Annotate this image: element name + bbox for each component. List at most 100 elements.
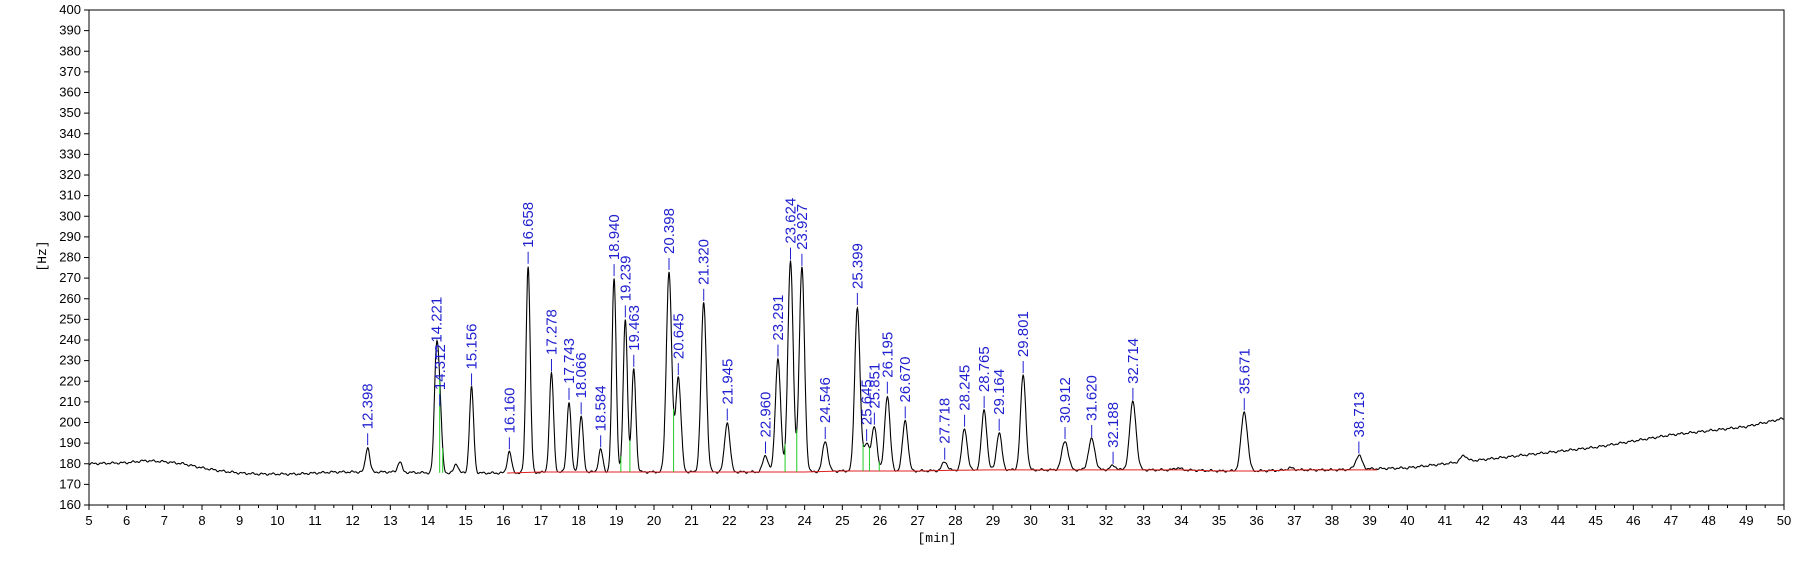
- x-tick-label: 18: [571, 513, 585, 528]
- y-tick-label: 350: [59, 105, 81, 120]
- peak-label: 25.851: [866, 363, 883, 409]
- y-tick-label: 210: [59, 394, 81, 409]
- peak-label: 23.624: [783, 198, 800, 244]
- peak-label: 32.714: [1125, 338, 1142, 384]
- y-tick-label: 400: [59, 2, 81, 17]
- y-tick-label: 190: [59, 435, 81, 450]
- x-tick-label: 24: [797, 513, 811, 528]
- x-tick-label: 32: [1099, 513, 1113, 528]
- peak-label: 18.940: [606, 214, 623, 260]
- x-tick-label: 29: [986, 513, 1000, 528]
- x-tick-label: 49: [1739, 513, 1753, 528]
- peak-label: 12.398: [360, 383, 377, 429]
- peak-label: 31.620: [1084, 375, 1101, 421]
- y-tick-group: 160 170 180 190 200 210 220 230 240 250 260 270 280 2…: [59, 2, 89, 512]
- peak-label: 16.658: [520, 202, 537, 248]
- peak-label: 28.765: [976, 346, 993, 392]
- x-tick-label: 27: [910, 513, 924, 528]
- y-tick-label: 300: [59, 208, 81, 223]
- x-tick-label: 25: [835, 513, 849, 528]
- x-tick-label: 9: [236, 513, 243, 528]
- y-tick-label: 170: [59, 476, 81, 491]
- peak-label: 25.399: [849, 243, 866, 289]
- y-tick-label: 390: [59, 23, 81, 38]
- x-tick-label: 23: [760, 513, 774, 528]
- x-tick-label: 37: [1287, 513, 1301, 528]
- x-tick-label: 41: [1438, 513, 1452, 528]
- y-tick-label: 260: [59, 291, 81, 306]
- peak-label: 26.195: [879, 332, 896, 378]
- y-axis: [Hz]: [35, 240, 50, 271]
- y-tick-label: 360: [59, 85, 81, 100]
- y-tick-label: 280: [59, 250, 81, 265]
- y-tick-label: 230: [59, 353, 81, 368]
- x-tick-label: 48: [1701, 513, 1715, 528]
- x-tick-label: 45: [1588, 513, 1602, 528]
- x-tick-group: 5 6 7 8 9 10 11 12 13 14 15 16 17 18 19 20 21 22 23 24 25 26 2…: [85, 505, 1791, 528]
- y-tick-label: 370: [59, 64, 81, 79]
- peak-label: 19.239: [617, 255, 634, 301]
- peak-label: 15.156: [464, 324, 481, 370]
- x-tick-label: 40: [1400, 513, 1414, 528]
- x-tick-label: 43: [1513, 513, 1527, 528]
- peak-label: 30.912: [1057, 377, 1074, 423]
- plot-frame: [88, 9, 1785, 506]
- peak-label: 38.713: [1351, 392, 1368, 438]
- y-tick-label: 330: [59, 146, 81, 161]
- x-tick-label: 21: [684, 513, 698, 528]
- peak-label: 25.645: [859, 379, 876, 425]
- y-tick-label: 380: [59, 43, 81, 58]
- x-tick-label: 11: [308, 513, 322, 528]
- x-tick-label: 35: [1212, 513, 1226, 528]
- x-tick-label: 22: [722, 513, 736, 528]
- x-tick-label: 20: [647, 513, 661, 528]
- x-tick-label: 33: [1136, 513, 1150, 528]
- x-tick-label: 39: [1362, 513, 1376, 528]
- y-tick-label: 220: [59, 373, 81, 388]
- x-tick-label: 12: [345, 513, 359, 528]
- peak-label: 17.278: [543, 309, 560, 355]
- y-tick-label: 250: [59, 311, 81, 326]
- y-tick-label: 200: [59, 415, 81, 430]
- peak-label: 21.945: [719, 359, 736, 405]
- peak-label: 18.584: [593, 385, 610, 431]
- peak-label: 32.188: [1105, 402, 1122, 448]
- peak-label: 23.291: [770, 295, 787, 341]
- y-tick-label: 310: [59, 188, 81, 203]
- x-tick-label: 15: [458, 513, 472, 528]
- peak-label: 14.221: [428, 297, 445, 343]
- x-tick-label: 44: [1551, 513, 1565, 528]
- x-tick-label: 6: [123, 513, 130, 528]
- x-tick-label: 26: [873, 513, 887, 528]
- x-tick-label: 42: [1475, 513, 1489, 528]
- x-tick-label: 47: [1664, 513, 1678, 528]
- y-tick-label: 240: [59, 332, 81, 347]
- peak-label: 19.463: [626, 305, 643, 351]
- peak-label: 14.312: [432, 344, 449, 390]
- peak-label: 20.398: [661, 208, 678, 254]
- y-tick-label: 340: [59, 126, 81, 141]
- x-tick-label: 38: [1325, 513, 1339, 528]
- y-tick-label: 320: [59, 167, 81, 182]
- x-tick-label: 8: [198, 513, 205, 528]
- x-tick-label: 5: [85, 513, 92, 528]
- x-tick-label: 50: [1777, 513, 1791, 528]
- integration-baseline: [507, 469, 1378, 474]
- x-tick-label: 36: [1249, 513, 1263, 528]
- peak-label: 27.718: [937, 398, 954, 444]
- x-tick-label: 16: [496, 513, 510, 528]
- peak-label: 24.546: [817, 377, 834, 423]
- signal-trace: [88, 259, 1785, 476]
- y-tick-label: 290: [59, 229, 81, 244]
- peak-label: 22.960: [757, 392, 774, 438]
- x-tick-label: 30: [1023, 513, 1037, 528]
- x-tick-label: 31: [1061, 513, 1075, 528]
- peak-label: 18.066: [573, 352, 590, 398]
- peak-label: 17.743: [561, 338, 578, 384]
- peak-label: 21.320: [696, 239, 713, 285]
- x-tick-label: 17: [534, 513, 548, 528]
- x-tick-label: 13: [383, 513, 397, 528]
- peak-label: 26.670: [897, 357, 914, 403]
